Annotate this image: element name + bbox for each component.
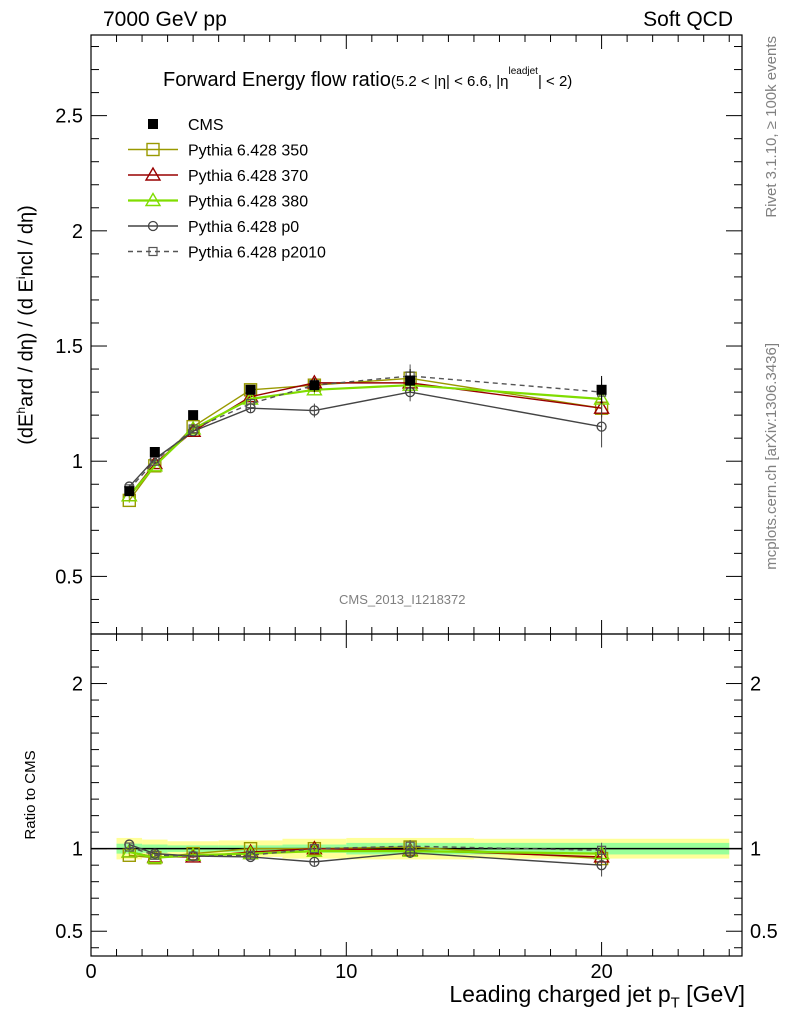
data-point <box>188 424 198 434</box>
y-tick-label-main: 1.5 <box>55 336 83 358</box>
xlabel-unit: [GeV] <box>679 981 745 1007</box>
ylabel-sup2: i <box>14 276 28 280</box>
data-point <box>309 380 320 391</box>
header-right: Soft QCD <box>643 8 733 31</box>
legend-marker <box>148 119 158 129</box>
ratio-point <box>405 841 415 851</box>
data-point <box>124 486 135 497</box>
ylabel-b: ard / dη) / (d E <box>15 279 38 407</box>
ratio-point <box>596 845 607 855</box>
ratio-point <box>150 850 160 860</box>
ylabel-a: (dE <box>15 413 38 445</box>
y-tick-label-main: 2.5 <box>55 106 83 128</box>
x-tick-label: 20 <box>590 961 612 983</box>
ratio-point <box>188 851 198 861</box>
legend-marker <box>144 166 162 181</box>
legend-label: Pythia 6.428 p0 <box>188 219 299 236</box>
x-tick-label: 10 <box>335 961 357 983</box>
legend-marker <box>147 220 159 232</box>
data-point <box>309 405 320 416</box>
legend-marker <box>144 192 162 207</box>
mcplots-label: mcplots.cern.ch [arXiv:1306.3436] <box>763 343 780 570</box>
xlabel-sub: T <box>670 994 680 1012</box>
data-point <box>150 456 160 466</box>
y-tick-label-ratio-right: 1 <box>750 839 761 861</box>
x-tick-label: 0 <box>85 961 96 983</box>
ratio-plot-frame <box>90 633 743 957</box>
data-point <box>596 421 607 432</box>
legend-label: Pythia 6.428 380 <box>188 194 308 211</box>
chart-title-main: Forward Energy flow ratio <box>163 69 391 91</box>
legend-label: Pythia 6.428 p2010 <box>188 245 326 262</box>
legend-marker <box>146 142 160 157</box>
series-line-pythia-6.428-p0 <box>128 391 602 488</box>
header-left: 7000 GeV pp <box>103 8 227 31</box>
data-point <box>245 384 256 395</box>
ratio-point <box>124 842 134 852</box>
chart-title-end: | < 2) <box>537 73 573 90</box>
y-axis-label-ratio: Ratio to CMS <box>22 750 39 840</box>
y-tick-label-main: 0.5 <box>55 566 83 588</box>
data-point <box>245 399 256 409</box>
y-tick-label-main: 1 <box>72 451 83 473</box>
legend-label: Pythia 6.428 370 <box>188 168 308 185</box>
x-axis-label: Leading charged jet pT [GeV] <box>449 981 745 1012</box>
data-point <box>149 446 160 457</box>
legend-label: Pythia 6.428 350 <box>188 143 308 160</box>
y-tick-label-main: 2 <box>72 221 83 243</box>
ratio-point <box>596 860 607 871</box>
legend-label: CMS <box>188 117 224 134</box>
ylabel-sup: h <box>14 406 28 414</box>
data-point <box>188 410 199 421</box>
y-tick-label-ratio-right: 2 <box>750 674 761 696</box>
data-point <box>596 384 607 395</box>
series-line-pythia-6.428-370 <box>128 382 602 497</box>
y-tick-label-ratio: 2 <box>72 674 83 696</box>
chart-title-sub: (5.2 < |η| < 6.6, |η <box>390 73 509 90</box>
xlabel-main: Leading charged jet p <box>449 981 671 1007</box>
y-tick-label-ratio: 1 <box>72 839 83 861</box>
series-line-pythia-6.428-380 <box>128 384 602 497</box>
y-tick-label-ratio-right: 0.5 <box>750 921 778 943</box>
ratio-point <box>245 850 256 860</box>
ylabel-c: ncl / dη) <box>15 205 38 277</box>
rivet-label: Rivet 3.1.10, ≥ 100k events <box>763 36 780 218</box>
y-axis-label-top: (dEhard / dη) / (d Eincl / dη) <box>14 205 39 444</box>
y-tick-label-ratio: 0.5 <box>55 921 83 943</box>
chart-title: Forward Energy flow ratio(5.2 < |η| < 6.… <box>163 66 572 92</box>
legend-marker <box>148 246 158 257</box>
analysis-id: CMS_2013_I1218372 <box>339 592 466 607</box>
ratio-point <box>309 844 319 854</box>
data-point <box>405 375 416 386</box>
chart-title-sup: leadjet <box>508 66 538 77</box>
series-line-pythia-6.428-350 <box>128 377 602 501</box>
ratio-point <box>309 856 320 868</box>
